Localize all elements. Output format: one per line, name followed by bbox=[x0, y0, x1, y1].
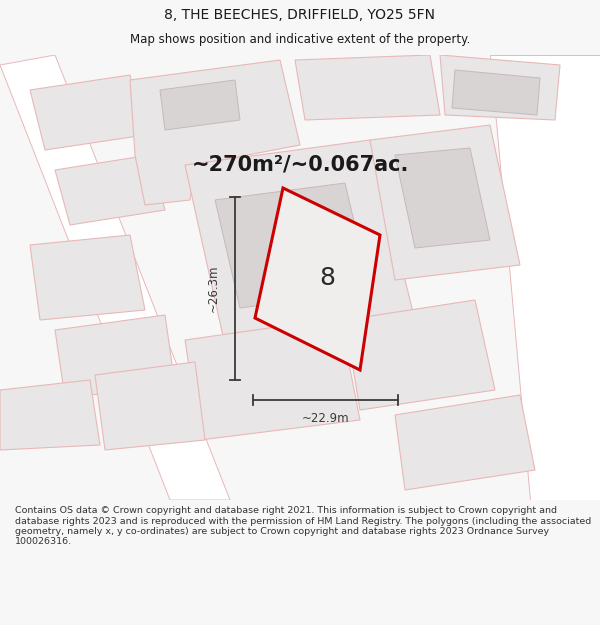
Polygon shape bbox=[295, 55, 440, 120]
Polygon shape bbox=[395, 148, 490, 248]
Polygon shape bbox=[215, 183, 370, 308]
Polygon shape bbox=[490, 55, 600, 500]
Polygon shape bbox=[185, 318, 360, 440]
Polygon shape bbox=[55, 315, 175, 398]
Polygon shape bbox=[95, 362, 205, 450]
Text: 8: 8 bbox=[320, 266, 335, 290]
Polygon shape bbox=[345, 300, 495, 410]
Polygon shape bbox=[55, 155, 165, 225]
Polygon shape bbox=[30, 235, 145, 320]
Polygon shape bbox=[0, 55, 230, 500]
Text: ~26.3m: ~26.3m bbox=[206, 265, 220, 312]
Text: Map shows position and indicative extent of the property.: Map shows position and indicative extent… bbox=[130, 33, 470, 46]
Polygon shape bbox=[452, 70, 540, 115]
Text: Contains OS data © Crown copyright and database right 2021. This information is : Contains OS data © Crown copyright and d… bbox=[15, 506, 591, 546]
Polygon shape bbox=[255, 188, 380, 370]
Text: ~22.9m: ~22.9m bbox=[302, 411, 349, 424]
Polygon shape bbox=[185, 140, 415, 345]
Polygon shape bbox=[160, 80, 240, 130]
Text: ~270m²/~0.067ac.: ~270m²/~0.067ac. bbox=[191, 155, 409, 175]
Polygon shape bbox=[130, 60, 300, 205]
Text: 8, THE BEECHES, DRIFFIELD, YO25 5FN: 8, THE BEECHES, DRIFFIELD, YO25 5FN bbox=[164, 8, 436, 22]
Polygon shape bbox=[370, 125, 520, 280]
Polygon shape bbox=[30, 75, 145, 150]
Polygon shape bbox=[395, 395, 535, 490]
Polygon shape bbox=[440, 55, 560, 120]
Polygon shape bbox=[0, 380, 100, 450]
